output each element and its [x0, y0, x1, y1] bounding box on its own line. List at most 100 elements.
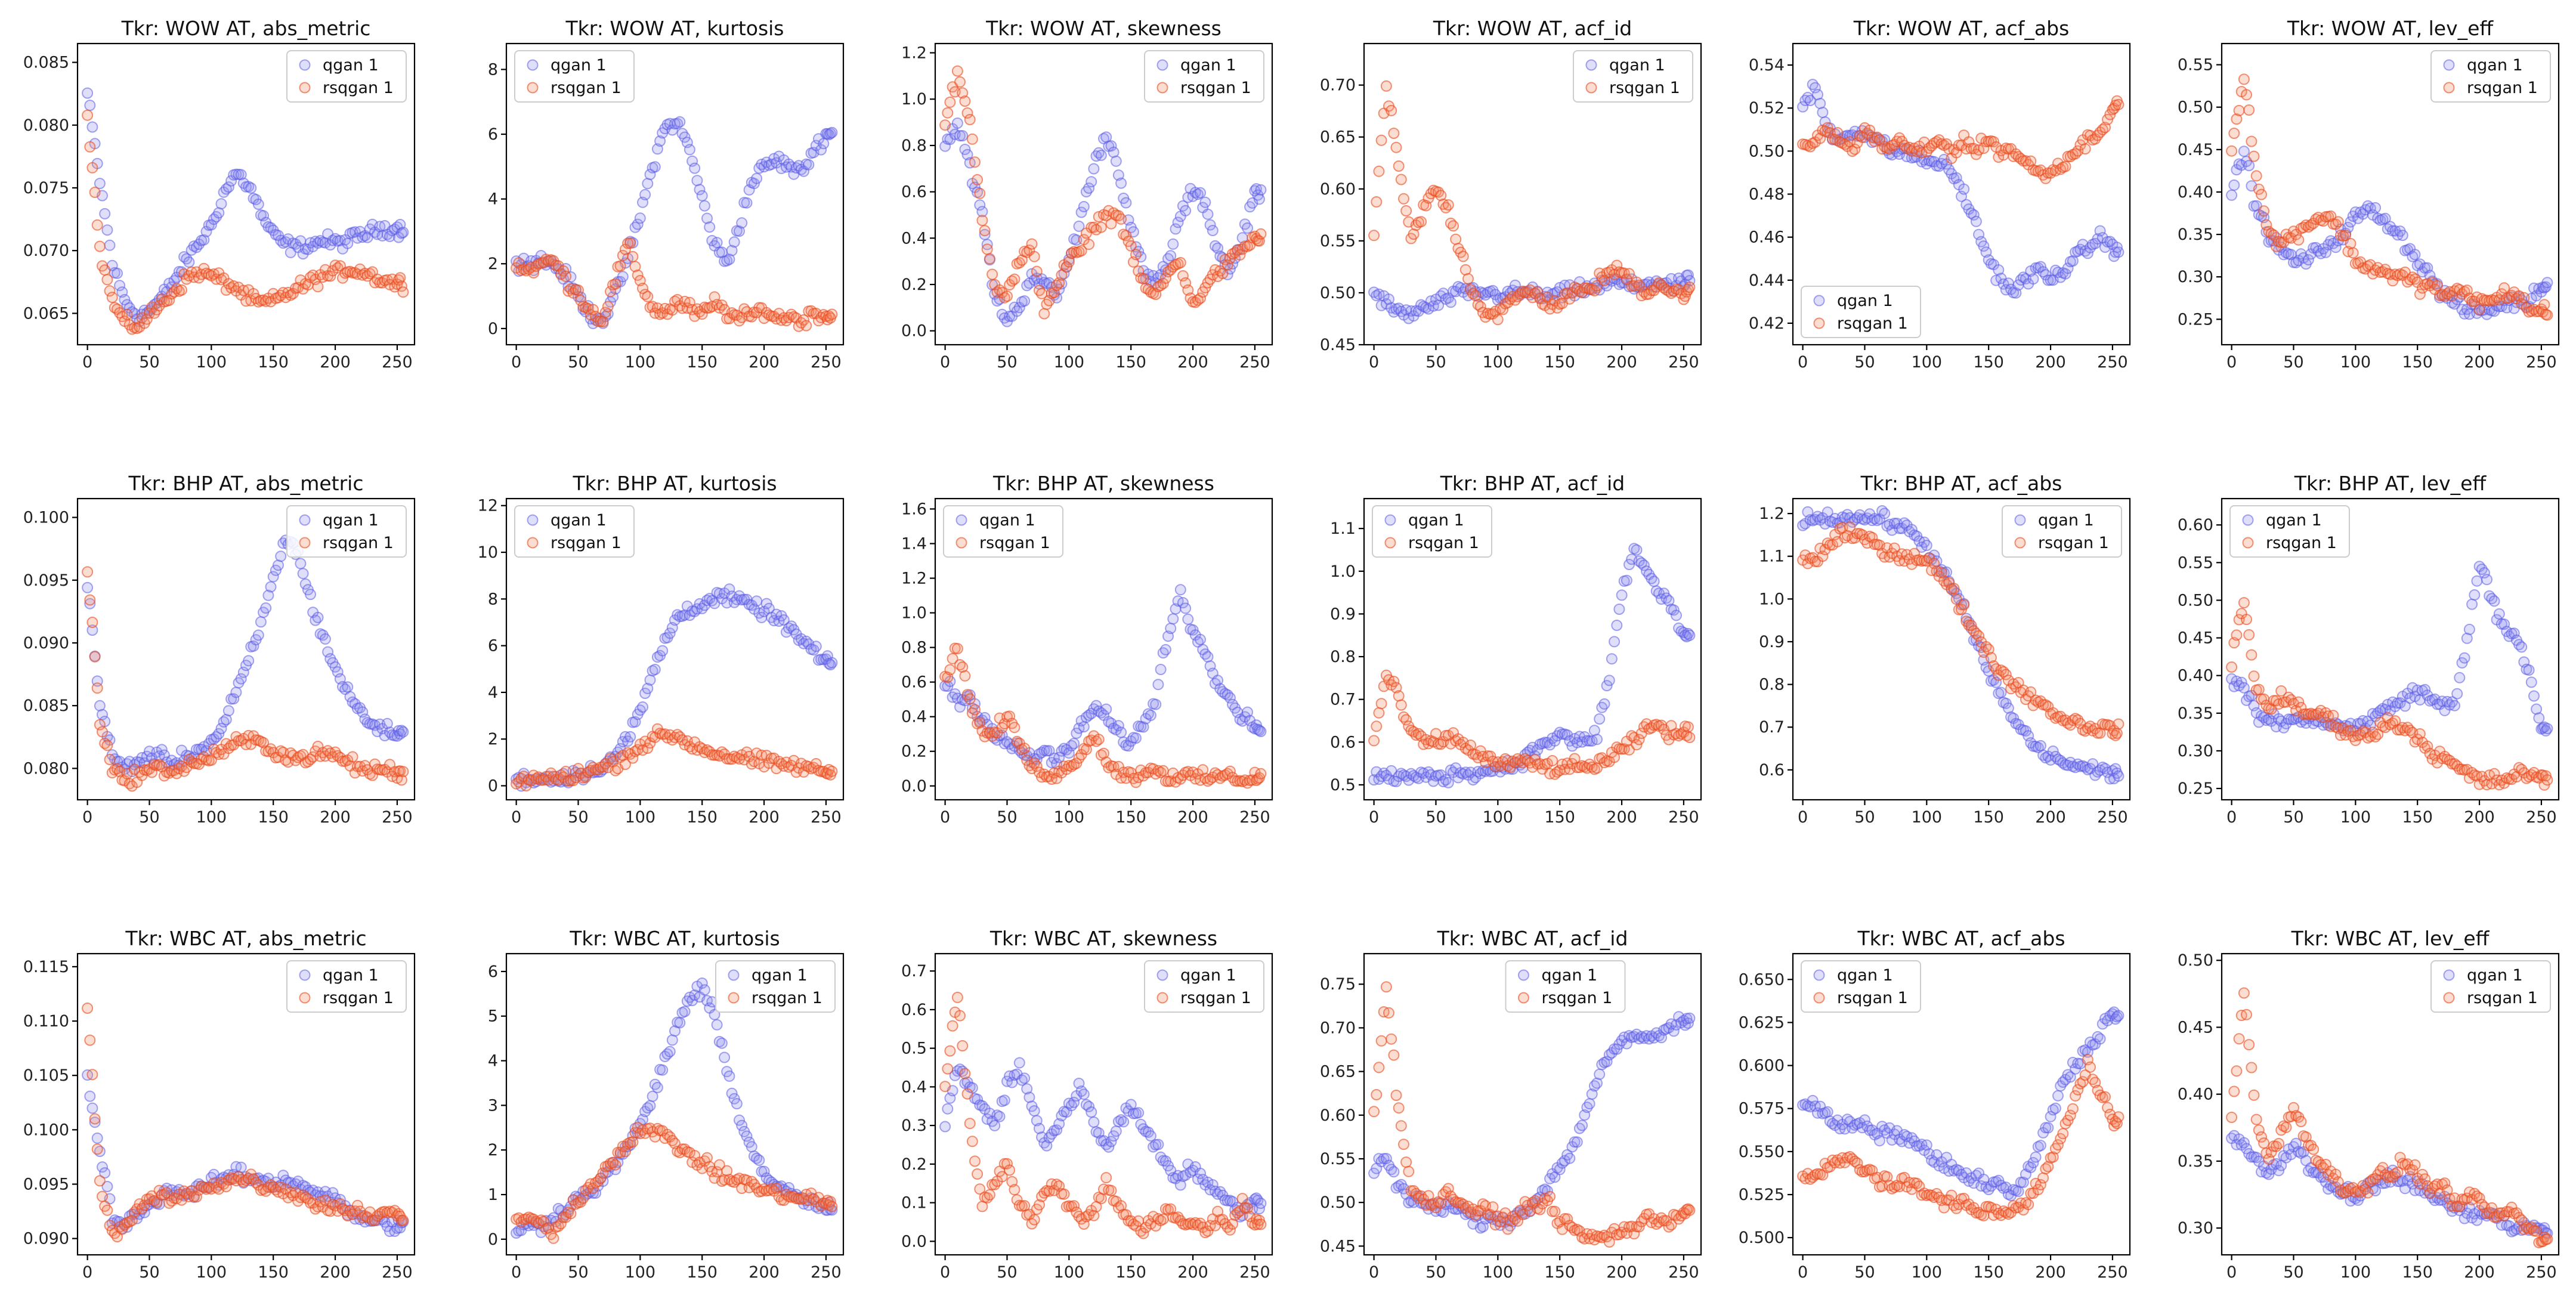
data-point — [2516, 641, 2528, 653]
y-tick-label: 8 — [488, 590, 498, 608]
y-tick-label: 1.0 — [901, 90, 927, 109]
chart-title: Tkr: BHP AT, skewness — [992, 472, 1214, 495]
data-point — [719, 1051, 731, 1063]
data-point — [2463, 623, 2475, 635]
y-tick-label: 0.70 — [1320, 1019, 1356, 1037]
data-point — [987, 268, 998, 280]
data-point — [260, 602, 272, 614]
x-tick-label: 200 — [1606, 1263, 1637, 1282]
x-tick-label: 150 — [1544, 808, 1575, 827]
y-tick-label: 0.070 — [23, 242, 69, 260]
data-point — [679, 1006, 691, 1017]
data-point — [1255, 726, 1267, 737]
data-point — [94, 1175, 106, 1187]
legend-marker-qgan-1 — [299, 969, 311, 981]
data-point — [1086, 176, 1097, 188]
data-point — [1448, 220, 1459, 232]
data-point — [974, 199, 986, 211]
legend-marker-rsqgan-1 — [955, 537, 967, 549]
data-point — [2523, 664, 2535, 676]
data-point — [639, 188, 651, 200]
data-point — [89, 187, 101, 198]
y-tick-label: 0.2 — [901, 276, 927, 294]
data-point — [2034, 740, 2046, 751]
y-tick-label: 5 — [488, 1007, 498, 1026]
data-point — [265, 581, 277, 593]
y-tick-label: 0.105 — [23, 1066, 69, 1085]
data-point — [1110, 155, 1122, 167]
data-point — [974, 187, 986, 199]
data-point — [99, 264, 111, 276]
data-point — [1009, 722, 1020, 734]
x-tick-label: 150 — [258, 1263, 289, 1282]
data-point — [255, 616, 267, 628]
data-point — [2052, 1090, 2064, 1102]
y-tick-label: 0.4 — [901, 229, 927, 248]
x-tick-label: 100 — [1054, 353, 1085, 372]
y-tick-label: 2 — [488, 1141, 498, 1159]
legend-marker-qgan-1 — [299, 514, 311, 526]
series-rsqgan-1 — [2226, 73, 2553, 321]
legend-label: qgan 1 — [551, 511, 607, 530]
data-point — [689, 162, 701, 174]
data-point — [1028, 1214, 1040, 1226]
axes-frame — [505, 42, 845, 346]
data-point — [597, 316, 609, 327]
data-point — [1970, 215, 1982, 227]
data-point — [1368, 1106, 1380, 1118]
legend-marker-rsqgan-1 — [1156, 82, 1168, 94]
y-tick-label: 6 — [488, 963, 498, 981]
data-point — [1462, 273, 1474, 284]
data-point — [1180, 205, 1192, 216]
data-point — [1130, 732, 1142, 744]
data-point — [1120, 230, 1132, 242]
legend-marker-qgan-1 — [2242, 514, 2254, 526]
data-point — [2241, 614, 2252, 626]
x-tick-label: 200 — [2464, 353, 2495, 372]
y-tick-label: 1.0 — [1330, 562, 1356, 581]
data-point — [959, 670, 971, 682]
data-point — [2037, 1172, 2049, 1184]
legend-label: qgan 1 — [1542, 966, 1598, 985]
data-point — [599, 307, 611, 318]
y-tick-label: 0.55 — [1320, 232, 1356, 250]
data-point — [751, 595, 763, 607]
data-point — [82, 1003, 94, 1014]
data-point — [2238, 597, 2250, 609]
data-point — [1684, 732, 1696, 743]
series-qgan-1 — [1368, 543, 1696, 788]
y-tick-label: 0.45 — [1320, 336, 1356, 354]
data-point — [1375, 1035, 1387, 1047]
y-tick-label: 0.090 — [23, 1230, 69, 1248]
data-point — [2256, 188, 2267, 200]
data-point — [97, 1190, 108, 1202]
data-point — [2525, 676, 2537, 688]
data-point — [1682, 721, 1694, 733]
data-point — [1100, 1172, 1112, 1184]
data-point — [305, 589, 316, 601]
data-point — [2042, 1122, 2054, 1134]
y-tick-label: 0.2 — [901, 1155, 927, 1174]
legend-label: qgan 1 — [1180, 966, 1236, 985]
data-point — [1457, 250, 1469, 262]
y-tick-label: 0.70 — [1320, 76, 1356, 95]
data-point — [2370, 202, 2382, 214]
x-tick-label: 50 — [2283, 353, 2303, 372]
axes-frame — [76, 42, 416, 346]
data-point — [815, 144, 827, 156]
data-point — [2345, 237, 2357, 249]
data-point — [939, 1081, 951, 1093]
data-point — [324, 270, 336, 282]
x-tick-label: 200 — [749, 808, 780, 827]
data-point — [959, 95, 971, 107]
y-tick-label: 0.50 — [1320, 1193, 1356, 1212]
data-point — [1195, 187, 1206, 199]
legend-label: qgan 1 — [752, 966, 808, 985]
data-point — [2253, 683, 2265, 695]
legend-label: rsqgan 1 — [1609, 79, 1680, 97]
data-point — [1004, 1164, 1016, 1176]
